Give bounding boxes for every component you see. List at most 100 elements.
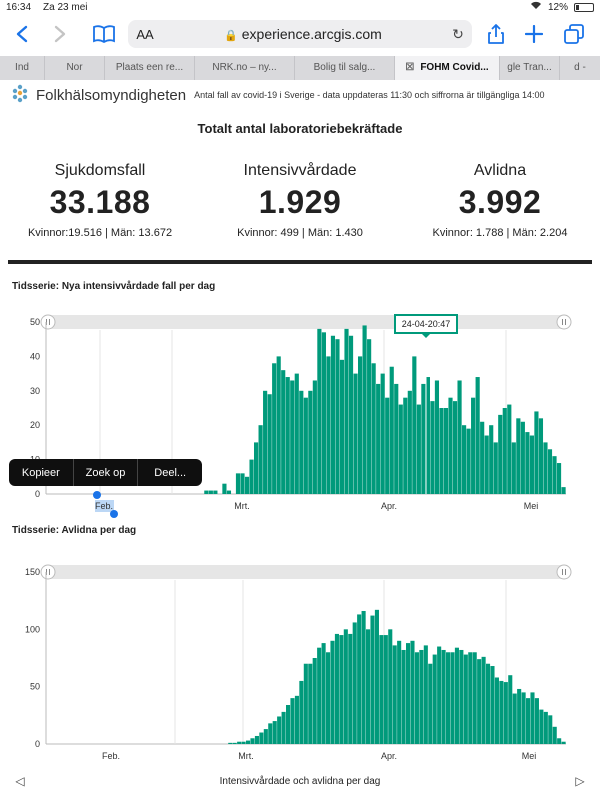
share-icon[interactable] xyxy=(482,20,510,48)
bar xyxy=(321,643,326,744)
address-bar[interactable]: AA 🔒 experience.arcgis.com ↻ xyxy=(128,20,472,48)
bar xyxy=(389,366,394,494)
bar xyxy=(398,404,403,494)
bar xyxy=(448,397,453,494)
tab-item[interactable]: Ind xyxy=(0,56,45,80)
bar xyxy=(529,435,534,494)
status-time: 16:34 xyxy=(6,1,32,13)
bar xyxy=(249,459,254,494)
bookmarks-icon[interactable] xyxy=(90,20,118,48)
bar xyxy=(463,654,468,744)
bar xyxy=(412,356,417,494)
bar xyxy=(326,356,331,494)
tooltip-pointer xyxy=(421,333,431,338)
reader-aa-button[interactable]: AA xyxy=(136,26,154,42)
bar xyxy=(268,723,273,744)
tab-item[interactable]: Bolig til salg... xyxy=(295,56,395,80)
bar xyxy=(213,490,218,494)
forward-icon[interactable] xyxy=(46,20,74,48)
range-slider-track xyxy=(46,565,566,579)
bar xyxy=(526,698,531,744)
share-menu-item[interactable]: Deel... xyxy=(154,466,187,479)
deaths-chart: 0 50 100 150 Feb. Mrt. Apr. Mei xyxy=(25,564,572,761)
bar xyxy=(272,721,277,744)
tab-item[interactable]: d - xyxy=(574,62,586,73)
bar xyxy=(379,635,384,744)
bar xyxy=(276,356,281,494)
bar xyxy=(308,390,313,494)
x-tick-label: Mrt. xyxy=(238,751,254,761)
bar xyxy=(259,732,264,744)
previous-icon[interactable]: ◁ xyxy=(15,774,25,788)
lookup-menu-item[interactable]: Zoek op xyxy=(74,459,139,486)
bar xyxy=(446,652,451,744)
bar xyxy=(222,483,227,494)
page-header: Folkhälsomyndigheten Antal fall av covid… xyxy=(0,82,600,108)
bar xyxy=(258,425,263,494)
y-tick-label: 100 xyxy=(25,624,40,634)
new-tab-icon[interactable] xyxy=(520,20,548,48)
bar xyxy=(348,633,353,744)
stat-breakdown: Kvinnor: 1.788 | Män: 2.204 xyxy=(432,227,568,239)
bar xyxy=(367,339,372,494)
bar xyxy=(484,435,489,494)
bar xyxy=(294,373,299,494)
bar xyxy=(557,738,562,744)
x-tick-label: Feb. xyxy=(102,751,120,761)
bar xyxy=(334,633,339,744)
stat-breakdown: Kvinnor:19.516 | Män: 13.672 xyxy=(27,227,173,239)
battery-percent: 12% xyxy=(547,1,568,13)
tabs-overview-icon[interactable] xyxy=(560,20,588,48)
bar xyxy=(437,646,442,744)
selection-handle-end xyxy=(110,510,118,518)
bar xyxy=(502,408,507,494)
bar xyxy=(343,629,348,744)
stat-label: Sjukdomsfall xyxy=(54,162,146,179)
next-icon[interactable]: ▷ xyxy=(575,774,585,788)
bar xyxy=(290,380,295,494)
close-tab-icon[interactable]: ☒ xyxy=(405,62,415,73)
tab-item[interactable]: Plaats een re... xyxy=(105,56,195,80)
bar xyxy=(366,629,371,744)
stat-value: 33.188 xyxy=(49,184,151,220)
bar xyxy=(397,640,402,744)
bar xyxy=(326,652,331,744)
tab-bar: Ind Nor Plaats een re... NRK.no – ny... … xyxy=(0,56,600,80)
page-title: Totalt antal laboratoriebekräftade xyxy=(197,121,403,136)
y-tick-label: 50 xyxy=(30,682,40,692)
bar xyxy=(394,383,399,494)
stat-label: Avlidna xyxy=(473,162,527,179)
bar xyxy=(204,490,209,494)
bar xyxy=(480,421,485,494)
bar xyxy=(235,473,241,494)
back-icon[interactable] xyxy=(8,20,36,48)
bar xyxy=(339,359,345,494)
reload-icon[interactable]: ↻ xyxy=(452,25,464,42)
bar xyxy=(466,428,471,494)
bar xyxy=(472,652,477,744)
bar xyxy=(561,487,566,494)
bar xyxy=(493,442,498,494)
tab-item[interactable]: Nor xyxy=(45,56,105,80)
tab-item[interactable]: gle Tran... xyxy=(500,56,560,80)
browser-toolbar: AA 🔒 experience.arcgis.com ↻ xyxy=(0,14,600,54)
url-text: 🔒 experience.arcgis.com xyxy=(224,26,382,42)
status-date: Za 23 mei xyxy=(43,1,88,13)
y-tick-label: 20 xyxy=(30,420,40,430)
bar xyxy=(380,373,385,494)
org-name: Folkhälsomyndigheten xyxy=(36,86,187,104)
bar xyxy=(371,363,376,494)
tab-item[interactable]: NRK.no – ny... xyxy=(195,56,295,80)
bar xyxy=(534,411,539,494)
tab-item-active[interactable]: ☒ FOHM Covid... xyxy=(395,56,500,80)
bar xyxy=(530,692,535,744)
bar xyxy=(374,609,379,744)
y-tick-label: 0 xyxy=(35,739,40,749)
bar xyxy=(208,490,213,494)
bar xyxy=(330,640,335,744)
copy-menu-item[interactable]: Kopieer xyxy=(9,459,74,486)
bar xyxy=(421,383,426,494)
bar xyxy=(471,397,476,494)
bar xyxy=(441,649,446,744)
bar xyxy=(237,741,242,744)
